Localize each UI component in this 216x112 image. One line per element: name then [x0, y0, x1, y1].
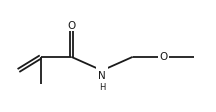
Text: H: H [99, 83, 105, 92]
Text: O: O [67, 21, 75, 31]
Bar [97, 66, 108, 85]
Bar [158, 52, 169, 62]
Text: O: O [159, 52, 168, 62]
Text: N: N [98, 71, 106, 81]
Bar [66, 21, 76, 31]
